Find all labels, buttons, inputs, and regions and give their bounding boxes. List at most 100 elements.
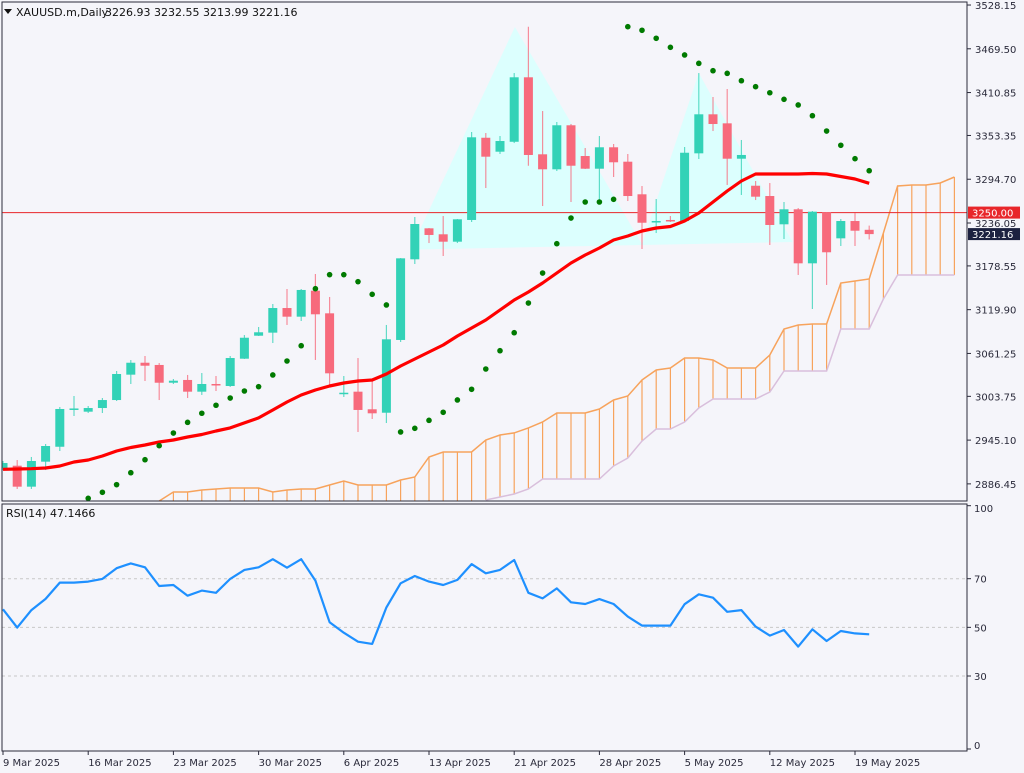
parabolic-sar-dot [270, 372, 276, 378]
candle-body [509, 77, 519, 142]
candle-body [112, 373, 122, 401]
candle [680, 146, 690, 222]
parabolic-sar-dot [511, 329, 517, 336]
candle [864, 225, 874, 240]
candle-body [580, 156, 590, 169]
candle [211, 376, 221, 392]
parabolic-sar-dot [383, 302, 390, 308]
candle [296, 288, 306, 322]
candle-body [538, 154, 548, 170]
candle [126, 360, 136, 384]
candle [225, 356, 235, 387]
ichimoku-span-a-line [158, 176, 955, 501]
candle-body [637, 194, 647, 223]
candle [722, 89, 732, 185]
head-and-shoulders-pattern [410, 26, 793, 250]
candle [325, 296, 335, 387]
parabolic-sar-dot [184, 419, 191, 426]
parabolic-sar-dot [809, 112, 816, 119]
parabolic-sar-dot [440, 409, 447, 416]
price-tag-label: 3250.00 [972, 209, 1013, 220]
parabolic-sar-dot [752, 83, 759, 90]
parabolic-sar-dot [653, 35, 659, 42]
parabolic-sar-dot [497, 347, 503, 354]
candle-body [381, 339, 391, 413]
parabolic-sar-dot [454, 397, 461, 403]
parabolic-sar-dot [312, 285, 319, 292]
time-axis-label: 21 Apr 2025 [514, 758, 576, 769]
candle [850, 213, 860, 247]
ichimoku-span-b-line [485, 274, 955, 501]
price-axis-label: 3061.25 [975, 349, 1016, 360]
candle [254, 326, 264, 337]
rsi-line [2, 558, 870, 648]
candle-body [594, 147, 604, 169]
candle-body [2, 463, 8, 469]
parabolic-sar-dot [539, 270, 546, 276]
candle-body [83, 408, 93, 412]
candle-body [26, 461, 36, 487]
rsi-axis-label: 0 [974, 741, 980, 752]
time-axis-label: 6 Apr 2025 [344, 758, 399, 769]
price-panel[interactable] [0, 23, 967, 516]
candle [339, 376, 349, 397]
parabolic-sar-dot [142, 456, 148, 463]
candle-body [339, 392, 349, 395]
candle [424, 228, 434, 244]
candle [438, 216, 448, 257]
time-axis-label: 13 Apr 2025 [429, 758, 491, 769]
candle [239, 335, 249, 359]
price-axis-label: 2886.45 [975, 480, 1016, 491]
parabolic-sar-dot [483, 366, 489, 372]
price-tag-background [968, 228, 1020, 241]
candle-body [296, 289, 306, 317]
parabolic-sar-dot [170, 430, 177, 436]
parabolic-sar-dot [241, 388, 248, 394]
candle-body [197, 383, 207, 392]
candle-body [850, 221, 860, 231]
candle-body [239, 337, 249, 359]
candle [154, 363, 164, 401]
candle-body [523, 77, 533, 155]
candle-body [424, 228, 434, 235]
parabolic-sar-dot [128, 469, 134, 476]
candle [623, 154, 633, 202]
candle-body [353, 391, 363, 410]
rsi-axis-label: 50 [974, 623, 987, 634]
parabolic-sar-dot [781, 96, 787, 103]
parabolic-sar-dot [525, 300, 532, 306]
parabolic-sar-dot [355, 278, 361, 285]
candle-body [722, 123, 732, 159]
parabolic-sar-dot [596, 199, 603, 205]
parabolic-sar-dot [199, 410, 205, 417]
candle [26, 456, 36, 489]
candle-body [140, 362, 150, 366]
parabolic-sar-dot [681, 52, 688, 58]
rsi-panel[interactable] [2, 504, 967, 751]
triangle-down-icon[interactable] [4, 9, 12, 14]
candle [410, 216, 420, 264]
parabolic-sar-dot [568, 215, 574, 221]
candle-body [396, 258, 406, 340]
parabolic-sar-dot [582, 199, 588, 205]
parabolic-sar-dot [85, 495, 91, 501]
candle [779, 201, 789, 240]
symbol-timeframe: XAUUSD.m,Daily [16, 6, 109, 19]
candle [367, 379, 377, 419]
price-axis-label: 3236.05 [975, 219, 1016, 230]
parabolic-sar-dot [213, 402, 219, 409]
candle [836, 219, 846, 247]
parabolic-sar-dot [554, 240, 560, 247]
candle-body [410, 224, 420, 260]
parabolic-sar-dot [156, 442, 162, 449]
parabolic-sar-dot [341, 271, 347, 278]
candle-body [225, 358, 235, 387]
candle-body [183, 379, 193, 392]
candle [452, 219, 462, 244]
candle [566, 124, 576, 202]
price-axis-label: 3469.50 [975, 45, 1016, 56]
candle [694, 73, 704, 160]
moving-average-line [2, 171, 870, 471]
candle-body [864, 229, 874, 235]
